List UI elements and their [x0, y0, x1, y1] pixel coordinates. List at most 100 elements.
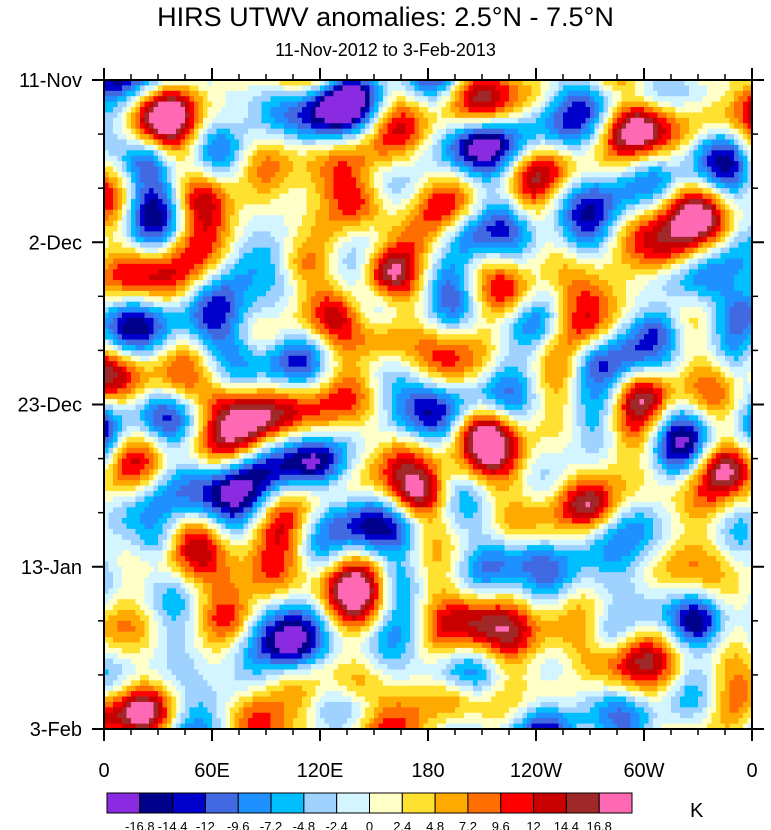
field-cell — [468, 112, 474, 119]
field-cell — [212, 209, 218, 216]
field-cell — [185, 85, 191, 92]
field-cell — [351, 226, 357, 233]
field-cell — [234, 263, 240, 270]
field-cell — [585, 226, 591, 233]
field-cell — [140, 80, 146, 87]
field-cell — [117, 177, 123, 184]
field-cell — [216, 204, 222, 211]
field-cell — [594, 204, 600, 211]
field-cell — [540, 231, 546, 238]
field-cell — [374, 112, 380, 119]
field-cell — [603, 231, 609, 238]
field-cell — [743, 144, 749, 151]
field-cell — [621, 139, 627, 146]
field-cell — [504, 134, 510, 141]
field-cell — [234, 144, 240, 151]
field-cell — [653, 166, 659, 173]
field-cell — [266, 247, 272, 254]
field-cell — [401, 123, 407, 130]
field-cell — [162, 236, 168, 243]
field-cell — [279, 96, 285, 103]
field-cell — [500, 242, 506, 249]
field-cell — [621, 166, 627, 173]
field-cell — [203, 177, 209, 184]
field-cell — [347, 171, 353, 178]
field-cell — [428, 101, 434, 108]
field-cell — [306, 150, 312, 157]
field-cell — [234, 242, 240, 249]
field-cell — [275, 85, 281, 92]
field-cell — [545, 85, 551, 92]
field-cell — [239, 182, 245, 189]
field-cell — [149, 193, 155, 200]
field-cell — [315, 220, 321, 227]
field-cell — [333, 193, 339, 200]
field-cell — [459, 209, 465, 216]
field-cell — [680, 198, 686, 205]
field-cell — [387, 231, 393, 238]
field-cell — [135, 85, 141, 92]
field-cell — [162, 117, 168, 124]
field-cell — [707, 161, 713, 168]
field-cell — [657, 134, 663, 141]
field-cell — [450, 209, 456, 216]
field-cell — [482, 209, 488, 216]
field-cell — [315, 209, 321, 216]
field-cell — [104, 139, 110, 146]
field-cell — [482, 220, 488, 227]
field-cell — [531, 123, 537, 130]
field-cell — [644, 193, 650, 200]
field-cell — [720, 198, 726, 205]
field-cell — [572, 171, 578, 178]
field-cell — [702, 226, 708, 233]
field-cell — [581, 209, 587, 216]
field-cell — [441, 258, 447, 265]
field-cell — [414, 247, 420, 254]
field-cell — [405, 134, 411, 141]
field-cell — [360, 182, 366, 189]
field-cell — [689, 139, 695, 146]
field-cell — [666, 90, 672, 97]
field-cell — [428, 247, 434, 254]
field-cell — [482, 198, 488, 205]
field-cell — [108, 263, 114, 270]
field-cell — [198, 161, 204, 168]
field-cell — [153, 236, 159, 243]
field-cell — [423, 177, 429, 184]
field-cell — [252, 242, 258, 249]
field-cell — [189, 253, 195, 260]
field-cell — [455, 258, 461, 265]
field-cell — [518, 177, 524, 184]
field-cell — [176, 144, 182, 151]
field-cell — [369, 123, 375, 130]
field-cell — [108, 209, 114, 216]
field-cell — [342, 231, 348, 238]
field-cell — [576, 188, 582, 195]
field-cell — [410, 139, 416, 146]
field-cell — [140, 112, 146, 119]
field-cell — [545, 193, 551, 200]
field-cell — [711, 215, 717, 222]
field-cell — [324, 204, 330, 211]
field-cell — [432, 85, 438, 92]
field-cell — [203, 242, 209, 249]
field-cell — [432, 107, 438, 114]
field-cell — [495, 182, 501, 189]
field-cell — [707, 101, 713, 108]
field-cell — [365, 258, 371, 265]
field-cell — [743, 209, 749, 216]
field-cell — [153, 166, 159, 173]
field-cell — [405, 258, 411, 265]
field-cell — [594, 112, 600, 119]
field-cell — [135, 139, 141, 146]
field-cell — [522, 204, 528, 211]
field-cell — [599, 117, 605, 124]
field-cell — [446, 193, 452, 200]
field-cell — [113, 123, 119, 130]
field-cell — [185, 188, 191, 195]
field-cell — [383, 258, 389, 265]
field-cell — [513, 166, 519, 173]
field-cell — [360, 150, 366, 157]
field-cell — [549, 139, 555, 146]
field-cell — [243, 242, 249, 249]
